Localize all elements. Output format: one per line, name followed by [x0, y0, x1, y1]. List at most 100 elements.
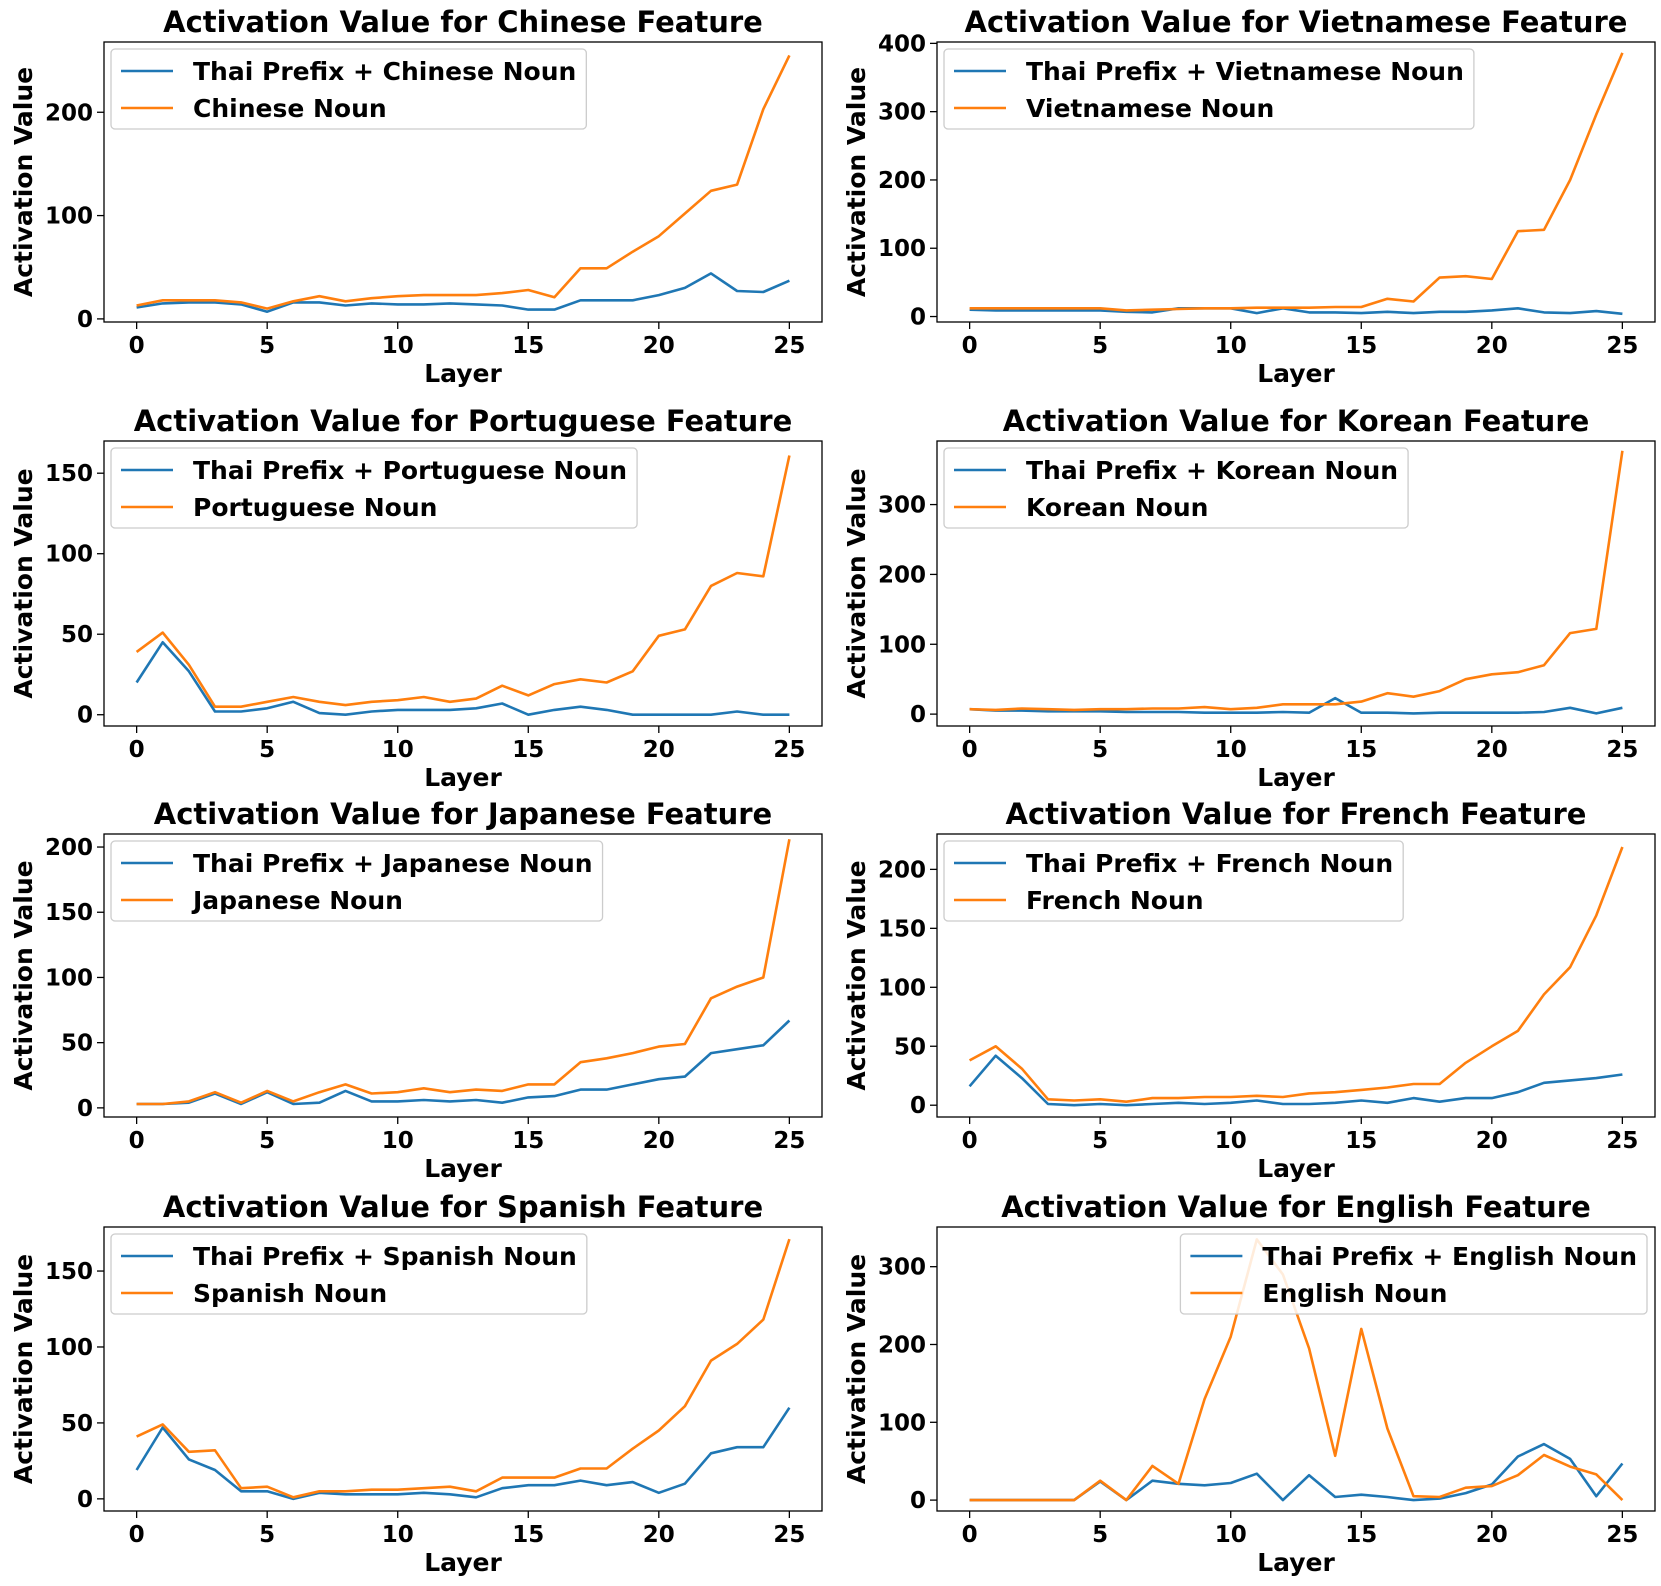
x-axis-label: Layer	[424, 763, 502, 792]
series-line	[135, 640, 790, 717]
x-tick-label: 10	[1215, 1128, 1247, 1154]
y-tick-label: 200	[878, 562, 926, 588]
x-tick-label: 15	[1345, 1522, 1377, 1548]
series-line	[968, 846, 1624, 1103]
y-tick-label: 150	[878, 916, 926, 942]
axes-frame	[103, 833, 823, 1118]
x-tick-label: 25	[773, 333, 805, 359]
y-tick-label: 200	[878, 1332, 926, 1358]
axes-frame	[103, 1226, 823, 1512]
legend: Thai Prefix + Korean Noun Korean Noun	[943, 447, 1409, 529]
series-line	[136, 272, 790, 314]
x-tick-label: 10	[382, 1128, 414, 1154]
legend: Thai Prefix + Spanish Noun Spanish Noun	[110, 1233, 588, 1315]
y-tick-label: 0	[77, 703, 93, 729]
y-tick-label: 100	[45, 204, 93, 230]
y-tick-label: 400	[878, 31, 926, 57]
chart-title: Activation Value for French Feature	[1006, 797, 1587, 831]
legend-label: Thai Prefix + French Noun	[1026, 849, 1393, 878]
legend-label: Korean Noun	[1026, 493, 1208, 522]
legend-box	[110, 447, 638, 529]
x-tick-label: 0	[962, 333, 978, 359]
series-line	[136, 54, 791, 310]
x-axis-label: Layer	[1257, 1548, 1335, 1577]
x-tick-label: 20	[643, 737, 675, 763]
series-line	[136, 1238, 791, 1499]
y-tick-label: 200	[878, 168, 926, 194]
y-axis-label: Activation Value	[842, 67, 871, 297]
x-axis-label: Layer	[1257, 763, 1335, 792]
legend-label: Thai Prefix + Spanish Noun	[193, 1242, 577, 1271]
y-tick-label: 0	[910, 1488, 926, 1514]
legend-label: Thai Prefix + English Noun	[1262, 1242, 1637, 1271]
y-tick-label: 100	[45, 1335, 93, 1361]
y-tick-label: 50	[61, 1031, 93, 1057]
x-tick-label: 20	[643, 1128, 675, 1154]
chart-title: Activation Value for Vietnamese Feature	[965, 5, 1628, 39]
x-tick-label: 5	[259, 333, 275, 359]
y-tick-label: 150	[45, 1259, 93, 1285]
x-tick-label: 5	[259, 1522, 275, 1548]
y-tick-label: 0	[77, 307, 93, 333]
y-tick-label: 200	[45, 100, 93, 126]
x-axis-label: Layer	[424, 1548, 502, 1577]
legend-label: Spanish Noun	[193, 1279, 387, 1308]
series-line	[135, 455, 791, 709]
x-tick-label: 15	[512, 333, 544, 359]
series-line	[968, 1054, 1623, 1107]
series-line	[969, 52, 1624, 312]
x-tick-label: 10	[1215, 333, 1247, 359]
x-tick-label: 25	[1606, 1128, 1638, 1154]
y-axis-label: Activation Value	[842, 1254, 871, 1484]
y-axis-label: Activation Value	[9, 1254, 38, 1484]
legend-label: French Noun	[1026, 886, 1204, 915]
x-tick-label: 5	[259, 737, 275, 763]
legend-label: Japanese Noun	[191, 886, 403, 915]
x-tick-label: 25	[773, 1128, 805, 1154]
x-tick-label: 25	[1606, 737, 1638, 763]
x-tick-label: 5	[1092, 1128, 1108, 1154]
x-tick-label: 15	[512, 737, 544, 763]
y-tick-label: 50	[61, 622, 93, 648]
y-tick-label: 0	[910, 702, 926, 728]
chart-title: Activation Value for Spanish Feature	[163, 1190, 763, 1224]
x-tick-label: 20	[1476, 737, 1508, 763]
legend: Thai Prefix + English Noun English Noun	[1179, 1233, 1648, 1315]
legend: Thai Prefix + Japanese Noun Japanese Noun	[110, 840, 604, 922]
chart-title: Activation Value for Chinese Feature	[163, 5, 763, 39]
y-tick-label: 100	[45, 965, 93, 991]
y-axis-label: Activation Value	[9, 468, 38, 698]
x-tick-label: 25	[773, 1522, 805, 1548]
y-tick-label: 300	[878, 1255, 926, 1281]
axes-frame	[936, 440, 1656, 727]
legend: Thai Prefix + French Noun French Noun	[943, 840, 1404, 922]
legend: Thai Prefix + Portuguese Noun Portuguese …	[110, 447, 638, 529]
series-line	[135, 1406, 791, 1501]
axes-frame	[936, 833, 1656, 1118]
y-tick-label: 0	[910, 305, 926, 331]
chart-panel: Activation Value for Korean Feature 0 5 10 1…	[842, 404, 1656, 792]
y-axis-label: Activation Value	[9, 860, 38, 1090]
legend-label: Thai Prefix + Japanese Noun	[193, 849, 593, 878]
x-tick-label: 0	[129, 1128, 145, 1154]
axes-frame	[936, 1226, 1656, 1512]
x-tick-label: 10	[1215, 1522, 1247, 1548]
x-tick-label: 25	[773, 737, 805, 763]
x-tick-label: 0	[962, 1128, 978, 1154]
x-tick-label: 0	[129, 333, 145, 359]
legend-box	[110, 48, 587, 130]
y-tick-label: 0	[910, 1093, 926, 1119]
y-tick-label: 0	[77, 1487, 93, 1513]
legend-label: Chinese Noun	[193, 94, 387, 123]
y-tick-label: 100	[45, 542, 93, 568]
chart-panel: Activation Value for Japanese Feature 0 5 1…	[9, 797, 823, 1183]
x-tick-label: 20	[1476, 1522, 1508, 1548]
x-tick-label: 15	[1345, 1128, 1377, 1154]
y-tick-label: 100	[878, 632, 926, 658]
y-tick-label: 0	[77, 1096, 93, 1122]
x-axis-label: Layer	[1257, 1154, 1335, 1183]
axes-frame	[103, 41, 823, 323]
y-tick-label: 50	[894, 1034, 926, 1060]
x-tick-label: 5	[1092, 1522, 1108, 1548]
